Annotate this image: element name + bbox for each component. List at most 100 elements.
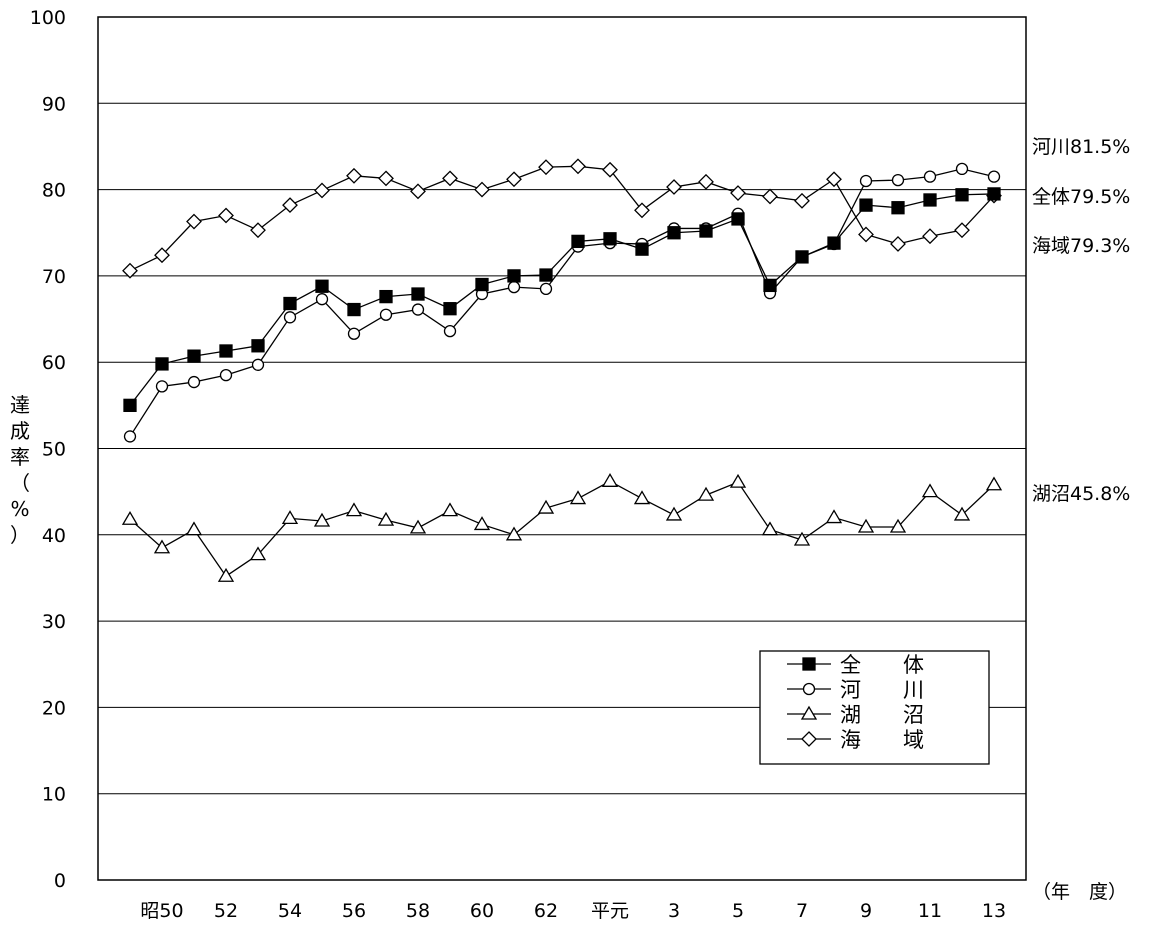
data-point: [474, 181, 490, 198]
data-point: [186, 213, 202, 230]
data-point: [857, 518, 875, 533]
data-point: [761, 521, 779, 536]
data-point: [571, 234, 585, 249]
data-point: [985, 476, 1003, 491]
y-tick-label: 10: [42, 784, 66, 806]
data-point: [635, 242, 649, 256]
data-point: [315, 279, 329, 293]
data-point: [410, 183, 426, 200]
data-point: [762, 188, 778, 205]
data-point: [891, 173, 905, 187]
data-point: [154, 247, 170, 264]
data-point: [731, 212, 745, 226]
legend-marker: [801, 731, 817, 747]
data-point: [282, 197, 298, 214]
data-point: [411, 287, 425, 301]
data-point: [922, 228, 938, 245]
x-tick-label: 58: [406, 900, 430, 922]
data-point: [251, 339, 265, 353]
data-point: [570, 158, 586, 175]
data-point: [889, 518, 907, 533]
x-tick-label: 62: [534, 900, 558, 922]
data-point: [955, 188, 969, 202]
data-point: [539, 268, 553, 282]
data-point: [923, 193, 937, 207]
data-point: [602, 161, 618, 178]
y-tick-label: 20: [42, 697, 66, 719]
data-point: [123, 398, 137, 413]
data-point: [379, 308, 393, 321]
data-point: [665, 506, 683, 521]
x-tick-label: 9: [860, 900, 872, 922]
data-point: [283, 311, 297, 324]
legend-marker: [802, 657, 816, 671]
data-point: [827, 236, 841, 250]
data-point: [345, 502, 363, 517]
x-tick-label: 56: [342, 900, 366, 922]
data-point: [987, 170, 1001, 183]
data-point: [473, 516, 491, 531]
y-tick-label: 70: [42, 266, 66, 288]
data-point: [825, 509, 843, 524]
y-tick-label: 50: [42, 439, 66, 461]
series-line: [129, 165, 995, 272]
y-label-char: ）: [10, 523, 30, 547]
data-point: [826, 171, 842, 188]
y-tick-label: 30: [42, 611, 66, 633]
x-tick-label: 5: [732, 900, 744, 922]
data-point: [443, 302, 457, 316]
data-point: [954, 222, 970, 239]
data-point: [923, 170, 937, 183]
legend-item: 全 体: [787, 653, 924, 677]
data-point: [219, 368, 233, 382]
data-point: [123, 430, 137, 443]
data-point: [633, 490, 651, 505]
data-point: [859, 174, 873, 188]
data-point: [667, 226, 681, 240]
data-point: [601, 473, 619, 487]
data-point: [441, 502, 459, 517]
data-point: [442, 170, 458, 187]
x-tick-label: 52: [214, 900, 238, 922]
data-point: [475, 277, 489, 292]
legend-label: 海 域: [840, 728, 924, 752]
legend: 全 体河 川湖 沼海 域: [759, 650, 990, 765]
legend-label: 河 川: [840, 678, 924, 702]
series-line: [129, 193, 995, 406]
data-point: [539, 282, 553, 295]
data-point: [507, 280, 521, 294]
data-point: [890, 236, 906, 252]
data-point: [699, 224, 713, 238]
x-axis-label: （年 度）: [1032, 881, 1127, 903]
data-point: [507, 269, 521, 283]
data-point: [219, 344, 233, 358]
x-tick-label: 60: [470, 900, 494, 922]
x-tick-label: 13: [982, 900, 1006, 922]
y-label-char: %: [10, 497, 29, 521]
data-point: [506, 171, 522, 188]
legend-box: [759, 650, 990, 765]
series-3: [122, 158, 1002, 279]
series-line: [129, 168, 995, 437]
x-axis-tick-labels: 昭50 52 54 56 58 60 62 平元 3 5 7 9 11 13: [140, 900, 1006, 922]
data-point: [603, 232, 617, 246]
series-0: [123, 187, 1001, 413]
legend-label: 全 体: [840, 653, 924, 677]
data-point: [666, 179, 682, 195]
data-point: [155, 357, 169, 371]
data-point: [313, 512, 331, 527]
data-point: [987, 187, 1001, 201]
data-point: [250, 222, 266, 239]
data-point: [411, 303, 425, 316]
data-point: [378, 170, 394, 187]
data-point: [187, 349, 201, 363]
series-end-label: 全体79.5%: [1032, 186, 1130, 208]
data-point: [730, 185, 746, 201]
data-point: [122, 262, 138, 279]
data-point: [379, 289, 393, 304]
data-point: [859, 198, 873, 212]
data-point: [218, 207, 234, 224]
x-tick-label: 3: [668, 900, 680, 922]
data-point: [858, 226, 874, 243]
